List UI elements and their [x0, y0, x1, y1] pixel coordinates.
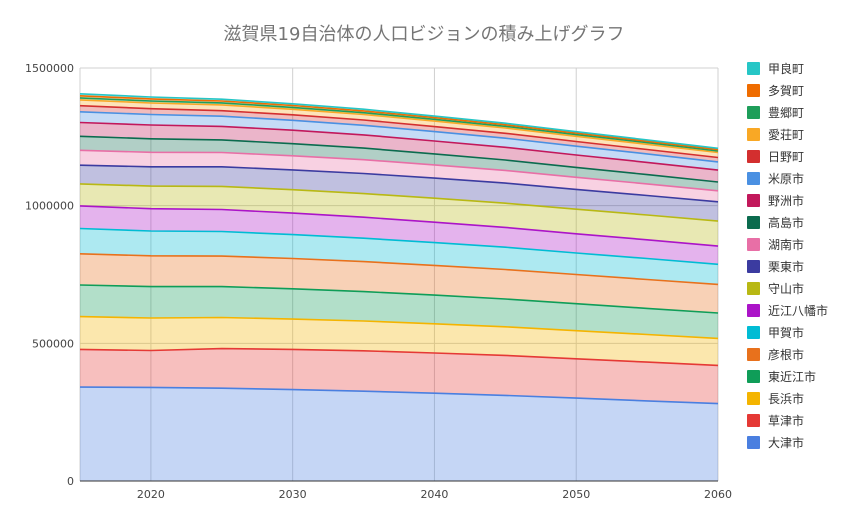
legend-swatch	[747, 370, 760, 383]
legend-label: 守山市	[768, 281, 804, 296]
x-tick-label: 2040	[420, 488, 448, 501]
legend-swatch	[747, 304, 760, 317]
legend-label: 長浜市	[768, 391, 804, 406]
legend-swatch	[747, 392, 760, 405]
area-大津市	[80, 387, 718, 481]
series-line-愛荘町	[79, 99, 719, 154]
legend: 甲良町多賀町豊郷町愛荘町日野町米原市野洲市高島市湖南市栗東市守山市近江八幡市甲賀…	[747, 61, 828, 450]
area-高島市	[80, 136, 718, 191]
plot-lines	[79, 93, 719, 405]
x-tick-label: 2030	[279, 488, 307, 501]
legend-swatch	[747, 414, 760, 427]
area-彦根市	[80, 253, 718, 313]
series-line-栗東市	[79, 164, 719, 203]
legend-label: 栗東市	[768, 259, 804, 274]
y-tick-label: 500000	[32, 337, 74, 350]
axes: 0 500000 1000000 1500000 2020 2030 2040 2050 206…	[25, 62, 732, 501]
series-line-彦根市	[79, 253, 719, 286]
area-長浜市	[80, 316, 718, 366]
series-line-米原市	[79, 111, 719, 163]
x-tick-label: 2050	[562, 488, 590, 501]
legend-label: 豊郷町	[768, 106, 804, 120]
legend-label: 多賀町	[768, 84, 804, 98]
legend-swatch	[747, 260, 760, 273]
series-line-多賀町	[79, 95, 719, 151]
legend-label: 大津市	[768, 435, 804, 450]
y-tick-label: 1500000	[25, 62, 74, 75]
legend-swatch	[747, 128, 760, 141]
legend-label: 湖南市	[768, 237, 804, 252]
legend-swatch	[747, 326, 760, 339]
legend-label: 野洲市	[768, 193, 804, 208]
series-line-草津市	[79, 347, 719, 367]
legend-label: 日野町	[768, 150, 804, 164]
series-line-高島市	[79, 135, 719, 183]
legend-label: 草津市	[768, 413, 804, 428]
series-line-日野町	[79, 104, 719, 159]
legend-swatch	[747, 194, 760, 207]
area-野洲市	[80, 122, 718, 182]
area-米原市	[80, 111, 718, 171]
series-line-豊郷町	[79, 97, 719, 152]
y-tick-label: 0	[67, 475, 74, 488]
series-line-甲良町	[79, 93, 719, 150]
y-tick-label: 1000000	[25, 200, 74, 213]
series-line-甲賀市	[79, 227, 719, 266]
x-tick-label: 2060	[704, 488, 732, 501]
legend-swatch	[747, 282, 760, 295]
series-line-野洲市	[79, 121, 719, 171]
area-日野町	[80, 105, 718, 162]
area-近江八幡市	[80, 205, 718, 265]
legend-label: 愛荘町	[768, 128, 804, 142]
area-守山市	[80, 183, 718, 247]
series-line-東近江市	[79, 284, 719, 314]
legend-swatch	[747, 106, 760, 119]
x-tick-label: 2020	[137, 488, 165, 501]
legend-swatch	[747, 150, 760, 163]
legend-label: 近江八幡市	[768, 303, 828, 318]
legend-label: 高島市	[768, 215, 804, 230]
legend-swatch	[747, 436, 760, 449]
legend-swatch	[747, 348, 760, 361]
legend-label: 甲良町	[768, 61, 804, 76]
series-line-守山市	[79, 183, 719, 222]
series-line-大津市	[79, 386, 719, 405]
legend-label: 東近江市	[768, 369, 816, 384]
area-草津市	[80, 348, 718, 404]
area-湖南市	[80, 150, 718, 202]
legend-label: 米原市	[768, 171, 804, 186]
legend-label: 彦根市	[768, 347, 804, 362]
legend-swatch	[747, 62, 760, 75]
legend-swatch	[747, 172, 760, 185]
chart-title: 滋賀県19自治体の人口ビジョンの積み上げグラフ	[224, 24, 625, 45]
area-愛荘町	[80, 99, 718, 158]
series-line-湖南市	[79, 149, 719, 192]
legend-swatch	[747, 84, 760, 97]
legend-label: 甲賀市	[768, 325, 804, 340]
legend-swatch	[747, 216, 760, 229]
area-東近江市	[80, 285, 718, 339]
area-甲賀市	[80, 228, 718, 285]
series-line-長浜市	[79, 315, 719, 340]
legend-swatch	[747, 238, 760, 251]
series-line-近江八幡市	[79, 205, 719, 247]
